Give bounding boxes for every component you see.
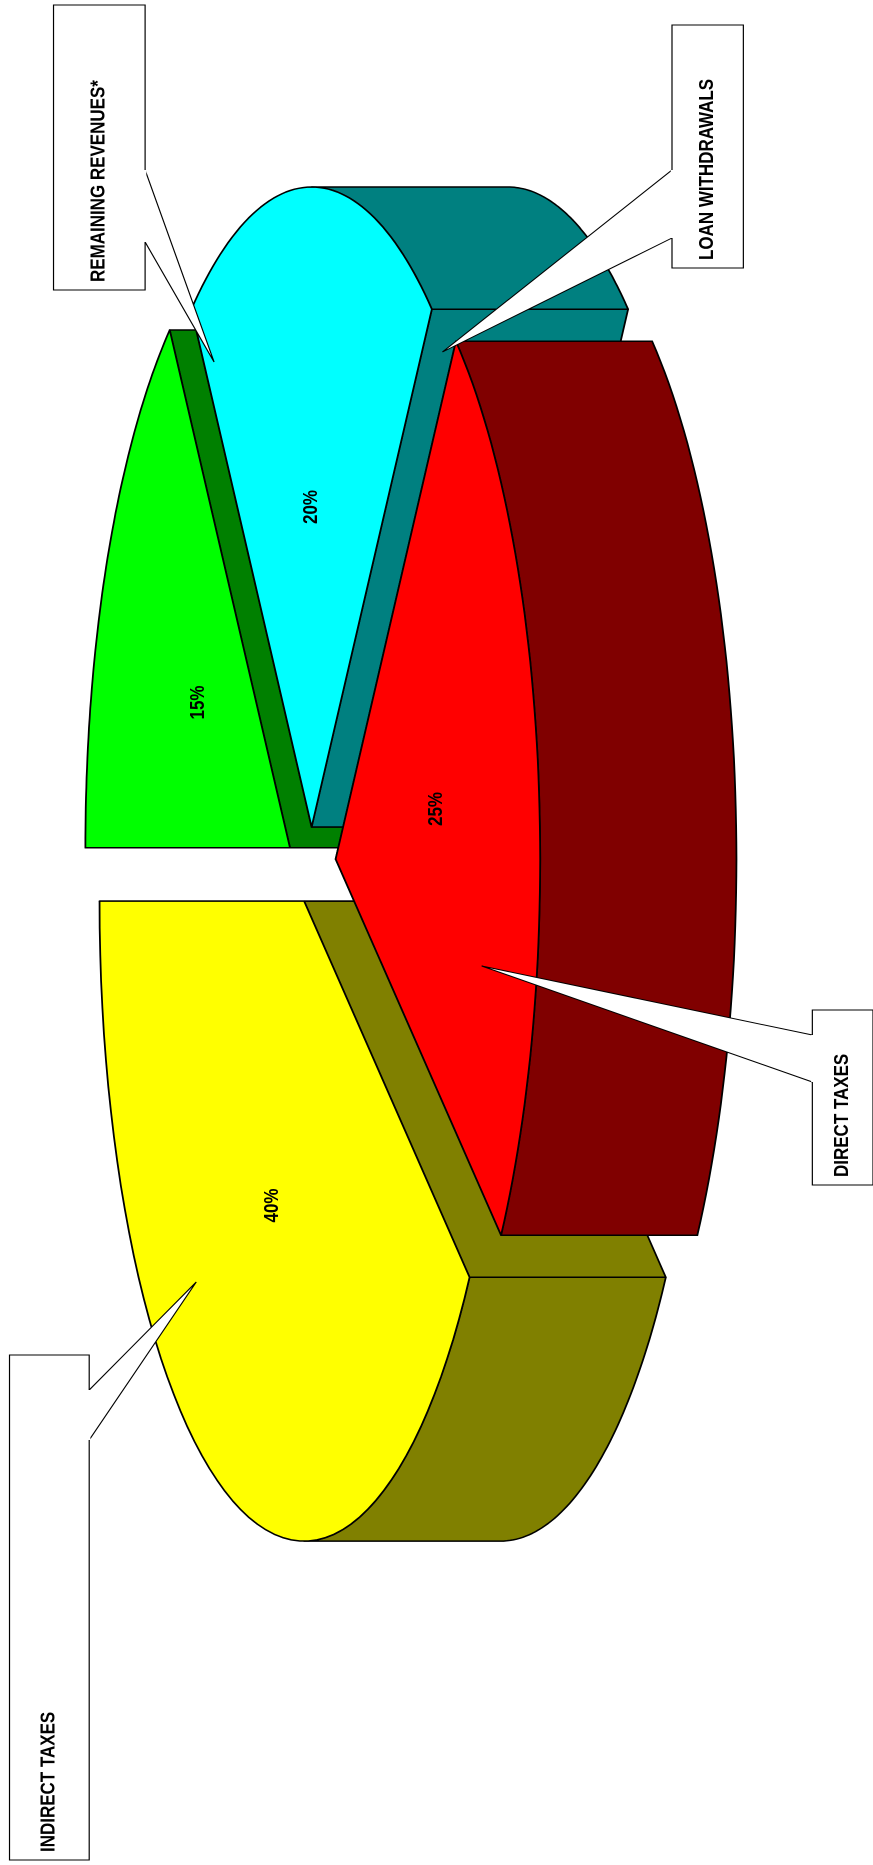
value-label: 20% — [299, 490, 322, 524]
callout-box — [811, 1009, 873, 1186]
callout-pointer — [442, 169, 673, 353]
callout-pointer — [481, 965, 813, 1083]
value-label: 40% — [259, 1188, 282, 1222]
callout-box — [671, 24, 744, 269]
callout-label: LOAN WITHDRAWALS — [695, 79, 718, 260]
slice — [190, 186, 433, 828]
slice — [98, 900, 471, 1542]
slice — [84, 329, 291, 849]
callout-label: DIRECT TAXES — [830, 1054, 853, 1177]
callout-box — [52, 4, 146, 291]
value-label: 25% — [424, 792, 447, 826]
callout-label: REMAINING REVENUES* — [86, 79, 109, 282]
value-label: 15% — [186, 685, 209, 719]
callout-label: INDIRECT TAXES — [36, 1712, 59, 1852]
slice — [334, 340, 542, 1236]
callout-box — [8, 1354, 90, 1861]
callout-pointer — [144, 169, 215, 363]
callout-pointer — [88, 1281, 197, 1441]
